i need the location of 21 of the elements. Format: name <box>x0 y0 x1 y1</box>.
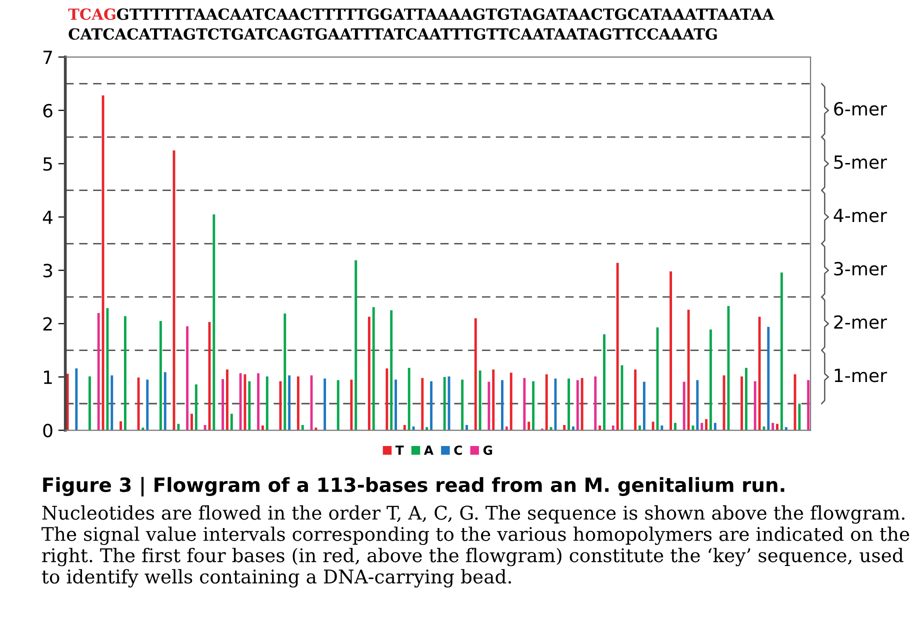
y-tick-label: 1 <box>44 370 52 384</box>
y-tick-label: 3 <box>43 264 52 278</box>
y-tick-label: 6 <box>43 104 52 118</box>
chart-title: TCAGGTTTTTTAACAATCAACTTTTTGGATTAAAAGTGTAGATAACTGCATAAATTAATAA CATCACATTAGTCTGATCAGTGAATTTATCAATTTGTTCAATAATAGTTCCAAATG <box>68 8 774 40</box>
caption: Figure 3 | Flowgram of a 113-bases read from an M. genitalium run. <box>43 476 784 496</box>
y-tick-label: 7 <box>44 50 52 64</box>
text: 4-mer <box>834 208 887 222</box>
text: 6-mer <box>834 102 887 116</box>
y-tick-label: 5 <box>43 157 52 171</box>
text: 2-mer <box>834 315 887 329</box>
text: 1-mer <box>834 368 887 382</box>
legend-label: T <box>395 446 404 455</box>
legend-label: A <box>424 446 434 455</box>
text: 5-mer <box>834 156 887 169</box>
y-tick-label: 2 <box>43 317 52 330</box>
y-tick-label: 4 <box>42 210 52 224</box>
text: Nucleotides are flowed in the order T, A, C, G. The sequence is shown above the flowgram. The signal value intervals corresponding to the various homopolymers are indicated on the right. The first four bases (in red, above the flowgram) constitute the ‘key’ sequence, used to identify wells containing a DNA-carrying bead. <box>42 505 910 588</box>
legend-label: G <box>483 445 492 455</box>
legend-label: C <box>454 445 462 455</box>
text: 3-mer <box>834 262 887 276</box>
y-tick-label: 0 <box>43 424 52 438</box>
